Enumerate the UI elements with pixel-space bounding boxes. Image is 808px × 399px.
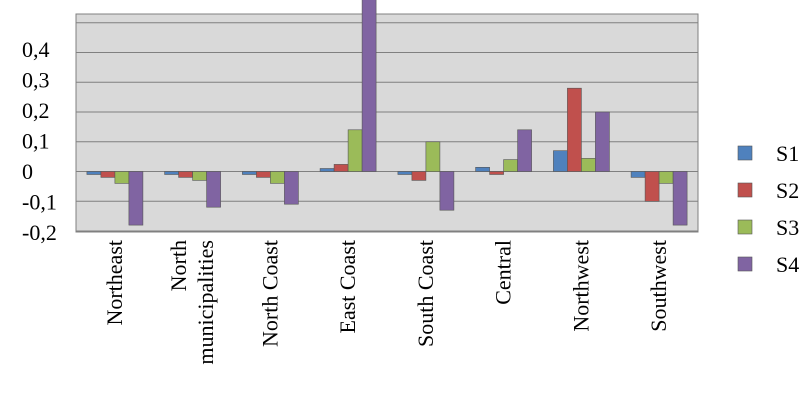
category-label: Central <box>491 240 516 305</box>
legend-label-s3: S3 <box>776 215 799 240</box>
gridlines <box>76 22 698 232</box>
legend-label-s2: S2 <box>776 178 799 203</box>
legend-swatch-s3 <box>737 219 753 235</box>
legend-label-s4: S4 <box>776 252 799 277</box>
bar-s2 <box>567 87 582 172</box>
bar-s1 <box>319 168 335 172</box>
category-label-line: North <box>166 240 191 291</box>
bar-s1 <box>86 171 102 175</box>
category-label: East Coast <box>335 240 360 334</box>
category-label-line: Northeast <box>102 240 127 326</box>
category-label-line: South Coast <box>413 240 438 347</box>
legend-swatch-s2 <box>737 182 753 198</box>
category-label: South Coast <box>413 240 438 347</box>
category-label-line: Central <box>491 240 516 305</box>
category-label: Northwest <box>568 240 593 332</box>
bar-s4 <box>672 171 688 226</box>
legend-label-s1: S1 <box>776 141 799 166</box>
legend: S1 S2 S3 S4 <box>737 141 799 277</box>
bar-s2 <box>411 171 427 181</box>
bar-s4 <box>595 111 610 172</box>
category-label-line: municipalities <box>193 240 218 365</box>
legend-swatch-s4 <box>737 256 753 272</box>
bar-s1 <box>397 171 413 175</box>
bar-s3 <box>192 171 207 181</box>
bar-s3 <box>425 141 441 172</box>
y-tick-label: 0,4 <box>22 37 50 62</box>
bar-s1 <box>553 150 568 172</box>
bar-s3 <box>658 171 674 184</box>
bar-s2 <box>178 171 193 178</box>
bar-s4 <box>439 171 455 211</box>
bar-s2 <box>333 164 349 172</box>
y-axis-ticks: 0,4 0,3 0,2 0,1 0 -0,1 -0,2 <box>22 37 57 245</box>
bar-s1 <box>242 171 257 175</box>
category-label: North municipalities <box>166 240 218 365</box>
bar-s4 <box>361 0 377 172</box>
bar-s3 <box>270 171 285 184</box>
legend-swatch-s1 <box>737 145 753 161</box>
y-tick-label: 0,1 <box>22 129 50 154</box>
bar-s3 <box>347 129 363 172</box>
category-label-line: North Coast <box>257 240 282 347</box>
plot-area <box>75 13 699 233</box>
bar-s2 <box>100 171 116 178</box>
bar-s2 <box>644 171 660 202</box>
category-label: North Coast <box>257 240 282 347</box>
category-label-line: Southwest <box>646 240 671 332</box>
bar-s3 <box>114 171 130 184</box>
y-tick-label: 0,3 <box>22 68 50 93</box>
bar-s3 <box>503 159 518 172</box>
y-tick-label: -0,2 <box>22 220 57 245</box>
bar-s2 <box>256 171 271 178</box>
bar-s4 <box>128 171 144 226</box>
bar-s1 <box>475 167 490 172</box>
y-tick-label: 0 <box>22 159 33 184</box>
bars <box>86 0 688 226</box>
bar-s4 <box>206 171 221 208</box>
category-label-line: East Coast <box>335 240 360 334</box>
bar-s1 <box>164 171 179 175</box>
bar-s4 <box>517 129 532 172</box>
category-label-line: Northwest <box>568 240 593 332</box>
bar-s3 <box>581 158 596 172</box>
category-labels: Northeast North municipalities North Coast E… <box>102 240 671 365</box>
y-tick-label: 0,2 <box>22 98 50 123</box>
bar-s4 <box>284 171 299 205</box>
bar-s2 <box>489 171 504 175</box>
y-tick-label: -0,1 <box>22 190 57 215</box>
category-label: Southwest <box>646 240 671 332</box>
category-label: Northeast <box>102 240 127 326</box>
bar-s1 <box>630 171 646 178</box>
